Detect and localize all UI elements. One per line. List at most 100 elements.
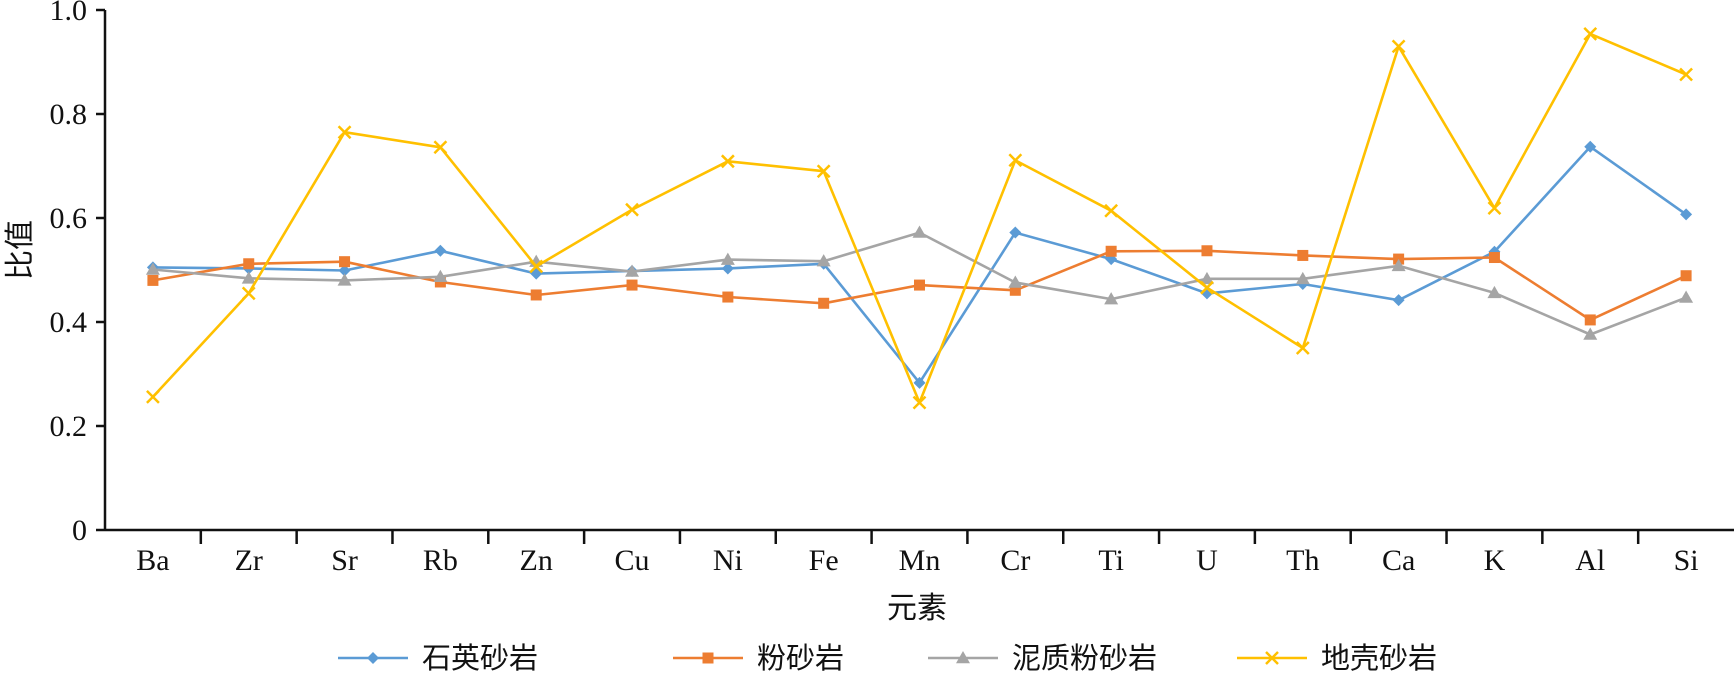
x-tick-label: Rb — [423, 544, 458, 577]
x-tick-label: Ni — [713, 544, 743, 577]
x-tick-label: Mn — [899, 544, 941, 577]
x-marker — [529, 259, 544, 274]
square-marker — [1009, 284, 1021, 296]
x-marker — [912, 395, 927, 410]
square-marker — [243, 258, 255, 270]
x-marker — [337, 125, 352, 140]
x-marker — [625, 202, 639, 217]
series-4 — [146, 27, 1693, 410]
x-tick-label: Zr — [235, 544, 263, 577]
x-marker-stroke — [1583, 27, 1598, 41]
triangle-marker — [1104, 292, 1119, 305]
square-marker — [914, 279, 925, 291]
x-marker — [1391, 39, 1406, 54]
diamond-marker — [1009, 226, 1022, 239]
y-tick-label: 0.4 — [50, 306, 88, 339]
x-marker-stroke — [720, 154, 735, 169]
x-marker-stroke — [146, 389, 160, 404]
triangle-marker — [625, 264, 640, 277]
y-tick-label: 1.0 — [50, 0, 88, 27]
x-marker — [241, 286, 256, 301]
x-marker — [1104, 203, 1119, 218]
legend-label: 地壳砂岩 — [1321, 641, 1437, 673]
x-tick-label: U — [1196, 544, 1218, 577]
x-tick-label: Zn — [520, 544, 553, 577]
x-marker-stroke — [241, 286, 256, 301]
triangle-marker — [1199, 271, 1214, 285]
x-marker-stroke — [337, 125, 352, 140]
x-marker-stroke — [1008, 153, 1023, 168]
x-marker — [720, 154, 735, 169]
y-tick-label: 0.2 — [50, 410, 88, 443]
x-tick-label: Cu — [615, 544, 650, 577]
square-marker — [1680, 270, 1692, 282]
x-marker — [433, 140, 448, 155]
x-marker-stroke — [625, 202, 639, 217]
y-axis-title: 比值 — [3, 220, 38, 280]
legend-label: 粉砂岩 — [757, 641, 844, 673]
y-tick-labels: 0 0.2 0.4 0.6 0.8 1.0 — [50, 0, 88, 547]
x-tick-label: Th — [1286, 544, 1319, 577]
legend-label: 石英砂岩 — [422, 641, 538, 673]
triangle-marker — [1679, 290, 1694, 303]
square-marker — [339, 256, 351, 268]
x-marker-stroke — [1679, 67, 1693, 82]
x-marker — [1008, 153, 1023, 168]
square-marker — [1584, 314, 1596, 326]
series-1 — [146, 140, 1693, 389]
legend-item-4: 地壳砂岩 — [1237, 641, 1437, 673]
legend-label: 泥质粉砂岩 — [1012, 641, 1157, 673]
square-marker — [818, 297, 830, 309]
square-marker — [702, 652, 714, 664]
x-marker-stroke — [912, 395, 927, 410]
diamond-marker — [1584, 140, 1597, 153]
diamond-marker — [721, 262, 734, 275]
x-marker — [1487, 201, 1502, 216]
x-tick-label: K — [1484, 544, 1506, 577]
x-tick-labels: Ba Zr Sr Rb Zn Cu Ni Fe Mn Cr Ti U Th Ca K Al Si — [136, 544, 1698, 577]
square-marker — [1201, 245, 1213, 257]
series-2 — [147, 245, 1692, 326]
triangle-marker — [241, 271, 256, 284]
triangle-marker — [816, 254, 831, 267]
y-tick-label: 0.8 — [50, 98, 88, 131]
triangle-marker — [1583, 327, 1598, 340]
x-marker-stroke — [1295, 341, 1310, 355]
x-tick-label: Al — [1575, 544, 1605, 577]
diamond-marker — [1680, 208, 1693, 221]
diamond-marker — [434, 244, 447, 257]
diamond-marker — [1105, 253, 1118, 266]
x-marker — [1583, 27, 1598, 41]
x-tick-label: Sr — [331, 544, 358, 577]
triangle-marker — [433, 269, 448, 283]
square-marker — [530, 289, 542, 301]
triangle-marker — [1487, 285, 1502, 299]
triangle-marker — [337, 273, 352, 286]
x-tick-label: Fe — [809, 544, 839, 577]
x-marker-stroke — [529, 259, 544, 274]
triangle-marker — [145, 262, 160, 275]
legend-item-2: 粉砂岩 — [673, 641, 844, 673]
square-marker — [1297, 249, 1309, 261]
square-marker — [626, 279, 638, 291]
y-tick-label: 0.6 — [50, 202, 88, 235]
x-marker — [1295, 341, 1310, 355]
square-marker — [1488, 252, 1500, 264]
x-marker — [146, 389, 160, 404]
x-marker-stroke — [1200, 280, 1214, 295]
square-marker — [722, 291, 734, 303]
y-tick-label: 0 — [72, 514, 87, 547]
x-marker — [1200, 280, 1214, 295]
triangle-marker — [1391, 258, 1406, 272]
triangle-marker — [1008, 275, 1023, 288]
series-line — [152, 145, 1687, 385]
series-layer — [145, 27, 1694, 410]
x-marker-stroke — [1487, 201, 1502, 216]
x-marker-stroke — [433, 140, 448, 155]
x-tick-label: Ba — [136, 544, 169, 577]
triangle-marker — [720, 252, 735, 265]
triangle-marker — [912, 225, 927, 238]
x-marker-stroke — [1104, 203, 1119, 218]
x-tick-label: Cr — [1000, 544, 1030, 577]
